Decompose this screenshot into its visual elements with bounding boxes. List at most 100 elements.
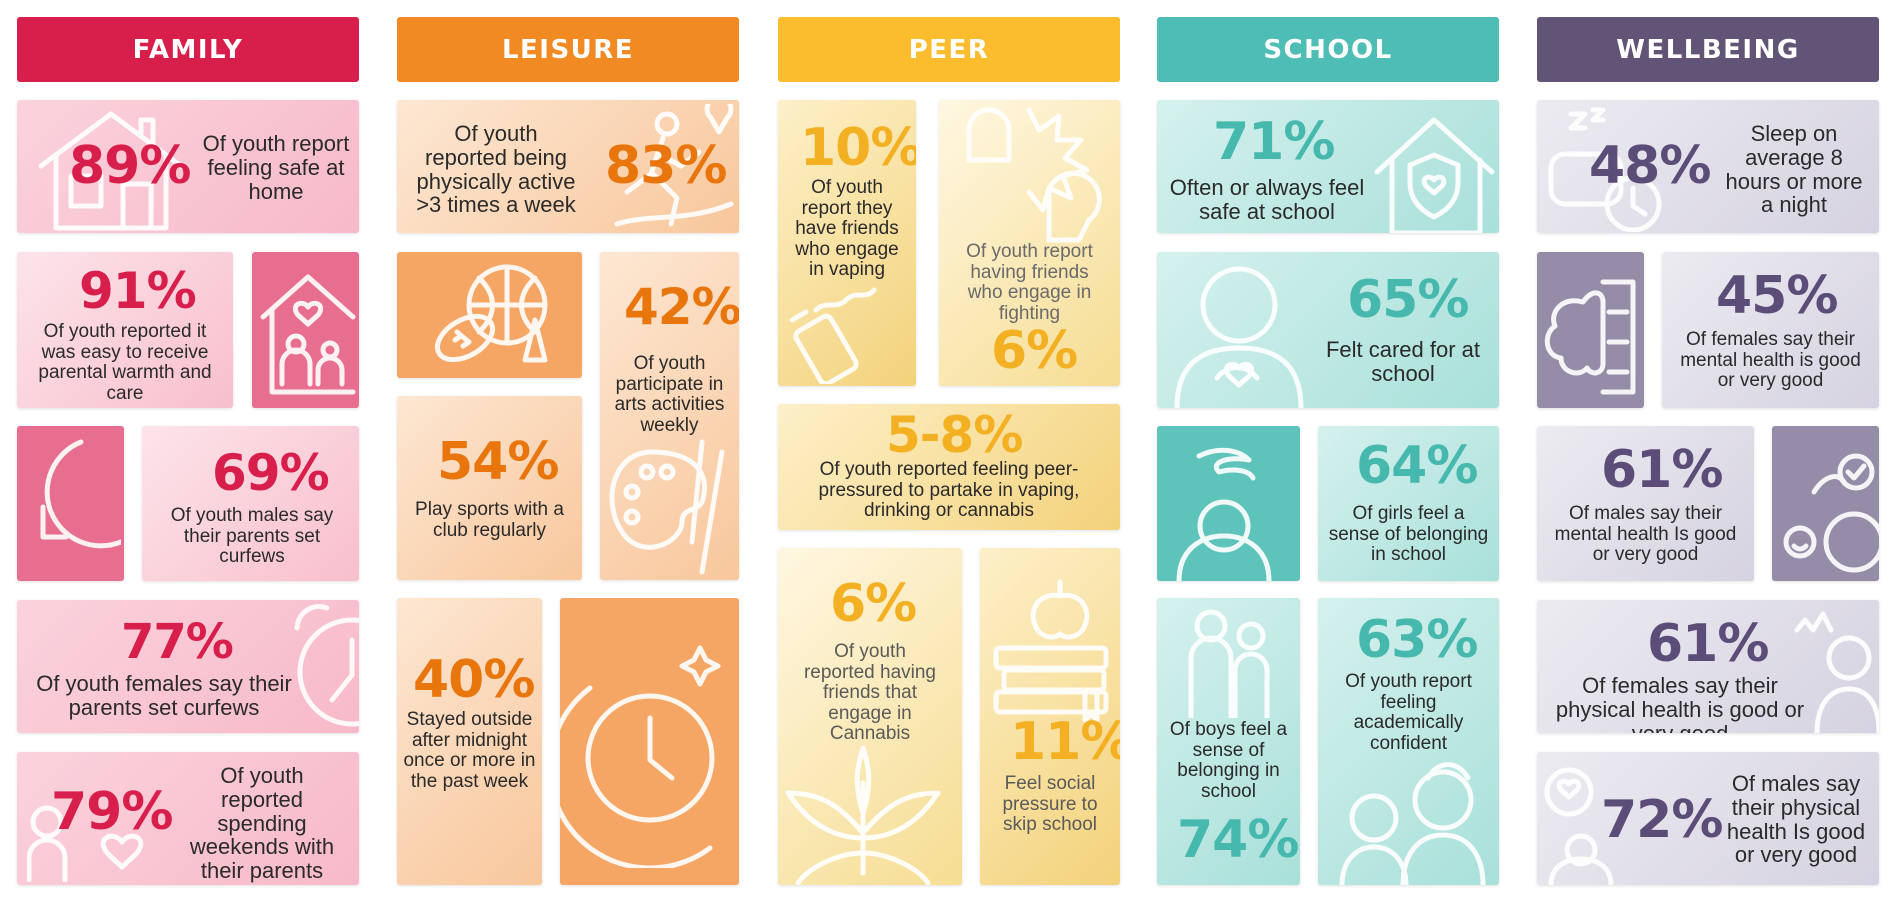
paint-palette-icon — [609, 439, 725, 575]
wellbeing-stat-4-pct: 61% — [1647, 614, 1769, 674]
family-stat-4-pct: 77% — [121, 614, 234, 670]
leisure-header: LEISURE — [397, 17, 739, 82]
peer-stat-5-text: Feel social pressure to skip school — [1002, 773, 1098, 836]
sleep-icon — [1548, 107, 1662, 232]
wellbeing-stat-2: 45% Of females say their mental health i… — [1662, 252, 1879, 408]
leisure-stat-2-text: Of youth participate in arts activities … — [614, 353, 725, 436]
family-stat-5: 79% Of youth reported spending weekends … — [17, 752, 359, 885]
wellbeing-stat-5-text: Of males say their physical health Is go… — [1726, 771, 1866, 868]
family-stat-3: 69% Of youth males say their parents set… — [142, 426, 359, 581]
wellbeing-stat-2-text: Of females say their mental health is go… — [1680, 329, 1861, 392]
school-stat-4: Of boys feel a sense of belonging in sch… — [1157, 598, 1300, 885]
wellbeing-stat-5: 72% Of males say their physical health I… — [1537, 752, 1879, 885]
wellbeing-brain-tile — [1537, 252, 1644, 408]
boy-teacher-icon — [1188, 609, 1270, 718]
peer-stat-1: 10% Of youth report they have friends wh… — [778, 100, 916, 386]
leisure-stat-1: Of youth reported being physically activ… — [397, 100, 739, 233]
peer-stat-5-pct: 11% — [1010, 712, 1120, 772]
leisure-stat-3-pct: 54% — [437, 432, 559, 492]
school-stat-3-pct: 64% — [1356, 436, 1478, 496]
wellbeing-stat-1: 48% Sleep on average 8 hours or more a n… — [1537, 100, 1879, 233]
family-house-tile — [252, 252, 359, 408]
family-stat-4: 77% Of youth females say their parents s… — [17, 600, 359, 733]
wellbeing-mental-tile — [1772, 426, 1879, 581]
family-stat-1: 89% Of youth report feeling safe at home — [17, 100, 359, 233]
school-stat-1: 71% Often or always feel safe at school — [1157, 100, 1499, 233]
school-stat-2: 65% Felt cared for at school — [1157, 252, 1499, 408]
school-stat-4-text: Of boys feel a sense of belonging in sch… — [1169, 719, 1288, 802]
school-stat-1-text: Often or always feel safe at school — [1169, 175, 1365, 224]
peer-stat-1-text: Of youth report they have friends who en… — [795, 177, 899, 281]
moon-clock-icon — [40, 439, 121, 549]
peer-stat-3-text: Of youth reported feeling peer-pressured… — [818, 459, 1080, 522]
leisure-stat-1-text: Of youth reported being physically activ… — [416, 121, 576, 218]
runner-icon — [614, 104, 734, 227]
school-stat-3: 64% Of girls feel a sense of belonging i… — [1318, 426, 1499, 581]
peer-stat-4: 6% Of youth reported having friends that… — [778, 548, 962, 885]
school-stat-5-text: Of youth report feeling academically con… — [1345, 671, 1472, 754]
family-stat-1-text: Of youth report feeling safe at home — [202, 131, 350, 204]
leisure-stat-4: 40% Stayed outside after midnight once o… — [397, 598, 542, 885]
school-stat-1-pct: 71% — [1213, 112, 1335, 172]
leisure-stat-2: 42% Of youth participate in arts activit… — [600, 252, 739, 580]
peer-stat-4-text: Of youth reported having friends that en… — [803, 641, 937, 745]
family-stat-2-pct: 91% — [79, 262, 197, 320]
alarm-clock-icon — [294, 604, 359, 727]
wellbeing-stat-3-text: Of males say their mental health Is good… — [1554, 503, 1737, 566]
peer-stat-4-pct: 6% — [830, 574, 917, 634]
school-header: SCHOOL — [1157, 17, 1499, 82]
school-stat-4-pct: 74% — [1177, 810, 1299, 870]
peer-stat-5: 11% Feel social pressure to skip school — [980, 548, 1120, 885]
brain-checklist-icon — [1544, 279, 1636, 395]
school-stat-5-pct: 63% — [1356, 610, 1478, 670]
leisure-stat-2-pct: 42% — [624, 278, 739, 336]
wellbeing-stat-3-pct: 61% — [1601, 440, 1723, 500]
wellbeing-stat-5-pct: 72% — [1601, 790, 1723, 850]
leisure-stat-3: 54% Play sports with a club regularly — [397, 396, 582, 580]
peer-stat-3-pct: 5-8% — [886, 406, 1023, 464]
peer-stat-2: Of youth report having friends who engag… — [939, 100, 1120, 386]
leisure-stat-4-text: Stayed outside after midnight once or mo… — [403, 709, 536, 792]
school-stat-5: 63% Of youth report feeling academically… — [1318, 598, 1499, 885]
family-stat-5-text: Of youth reported spending weekends with… — [189, 763, 335, 883]
leisure-watch-tile — [560, 598, 739, 885]
wellbeing-stat-3: 61% Of males say their mental health Is … — [1537, 426, 1754, 581]
heart-icon — [27, 805, 144, 882]
moon-watch-icon — [560, 645, 721, 868]
leisure-stat-1-pct: 83% — [605, 136, 727, 196]
wellbeing-stat-1-text: Sleep on average 8 hours or more a night — [1725, 121, 1863, 218]
books-apple-icon — [993, 579, 1109, 723]
teacher-student-icon — [1339, 762, 1486, 885]
leisure-stat-3-text: Play sports with a club regularly — [415, 499, 564, 541]
leisure-sports-tile — [397, 252, 582, 378]
shield-house-icon — [1374, 117, 1495, 233]
school-stat-3-text: Of girls feel a sense of belonging in sc… — [1328, 503, 1489, 566]
school-stat-2-text: Felt cared for at school — [1325, 337, 1481, 386]
house-icon — [38, 111, 184, 231]
self-hug-icon — [1174, 266, 1304, 408]
wellbeing-stat-2-pct: 45% — [1716, 266, 1838, 326]
vape-icon — [789, 287, 877, 384]
family-house-icon — [260, 274, 356, 395]
family-header: FAMILY — [17, 17, 359, 82]
cannabis-leaf-icon — [785, 745, 941, 885]
peer-stat-1-pct: 10% — [800, 118, 916, 178]
family-stat-3-text: Of youth males say their parents set cur… — [170, 505, 334, 568]
sports-balls-icon — [435, 264, 548, 363]
family-stat-4-text: Of youth females say their parents set c… — [36, 671, 292, 720]
wellbeing-stat-4-text: Of females say their physical health is … — [1555, 673, 1805, 733]
school-stressed-tile — [1157, 426, 1300, 581]
stressed-person-icon — [1176, 447, 1272, 581]
school-stat-2-pct: 65% — [1347, 270, 1469, 330]
peer-stat-2-pct: 6% — [991, 321, 1078, 381]
family-stat-2-text: Of youth reported it was easy to receive… — [38, 321, 212, 404]
family-stat-3-pct: 69% — [212, 444, 330, 502]
family-stat-2: 91% Of youth reported it was easy to rec… — [17, 252, 233, 408]
peer-stat-2-text: Of youth report having friends who engag… — [966, 241, 1093, 324]
peer-stat-3: 5-8% Of youth reported feeling peer-pres… — [778, 404, 1120, 530]
family-stat-1-pct: 89% — [69, 136, 191, 196]
peer-header: PEER — [778, 17, 1120, 82]
physical-health-icon — [1794, 611, 1879, 733]
heart-bubble-icon — [1544, 767, 1614, 885]
wellbeing-stat-1-pct: 48% — [1589, 136, 1711, 196]
